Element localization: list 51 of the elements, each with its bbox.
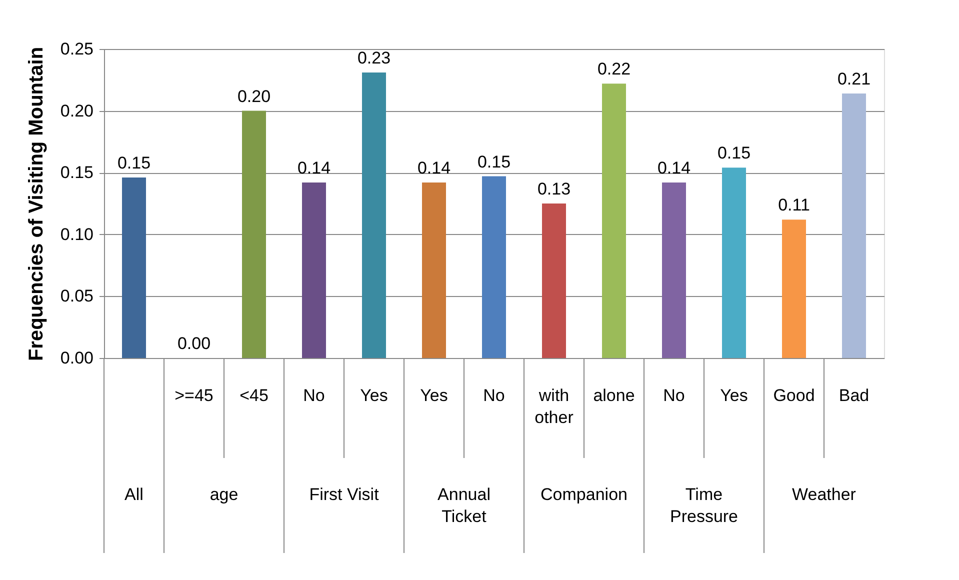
- data-label: 0.20: [237, 86, 271, 106]
- x-tick-label: with other: [534, 386, 574, 427]
- bar: [782, 220, 806, 358]
- text: All: [124, 485, 144, 504]
- x-tick-label: Good: [773, 386, 815, 405]
- data-label: 0.15: [117, 154, 151, 173]
- bar: [542, 204, 566, 358]
- bar: [482, 176, 506, 358]
- data-label: 0.14: [297, 158, 331, 178]
- data-label: 0.13: [537, 180, 571, 198]
- text: Weather: [792, 485, 856, 504]
- bar: [842, 93, 866, 358]
- bar: [662, 182, 686, 358]
- x-tick-label: No: [663, 386, 685, 405]
- x-tick-label: Bad: [838, 386, 870, 405]
- data-label: 0.14: [417, 158, 451, 178]
- data-label: 0.21: [837, 69, 871, 88]
- y-tick-label: 0.15: [60, 163, 94, 182]
- y-tick-label: 0.20: [60, 101, 94, 120]
- x-tick-label: Yes: [720, 386, 748, 405]
- data-label: 0.15: [717, 144, 751, 163]
- y-tick-label: 0.05: [60, 286, 94, 306]
- x-tick-label: <45: [240, 386, 268, 405]
- x-tick-label: alone: [593, 386, 635, 405]
- text: Companion: [540, 485, 628, 504]
- data-label: 0.15: [477, 152, 511, 172]
- text: Time Pressure: [670, 485, 738, 526]
- data-label: 0.22: [597, 60, 631, 79]
- bar: [302, 182, 326, 358]
- data-label: 0.14: [657, 158, 691, 178]
- text: Annual Ticket: [438, 485, 490, 526]
- y-tick-label: 0.10: [60, 224, 94, 244]
- y-tick-label: 0.00: [60, 348, 94, 368]
- bar: [362, 72, 386, 358]
- x-tick-label: No: [483, 386, 505, 405]
- y-axis-title: Frequencies of Visiting Mountain: [25, 46, 48, 362]
- x-tick-label: No: [303, 386, 325, 405]
- bar: [242, 110, 266, 358]
- bar: [122, 178, 146, 358]
- data-label: 0.00: [177, 334, 211, 353]
- x-tick-label: >=45: [174, 386, 214, 405]
- x-tick-label: Yes: [420, 386, 448, 405]
- data-label: 0.23: [357, 48, 391, 68]
- text: age: [210, 485, 238, 504]
- bar: [422, 182, 446, 358]
- data-label: 0.11: [778, 196, 810, 215]
- bar: [722, 168, 746, 358]
- bar: [602, 84, 626, 358]
- x-tick-label: Yes: [360, 386, 388, 405]
- text: First Visit: [309, 485, 380, 504]
- y-tick-label: 0.25: [60, 40, 94, 58]
